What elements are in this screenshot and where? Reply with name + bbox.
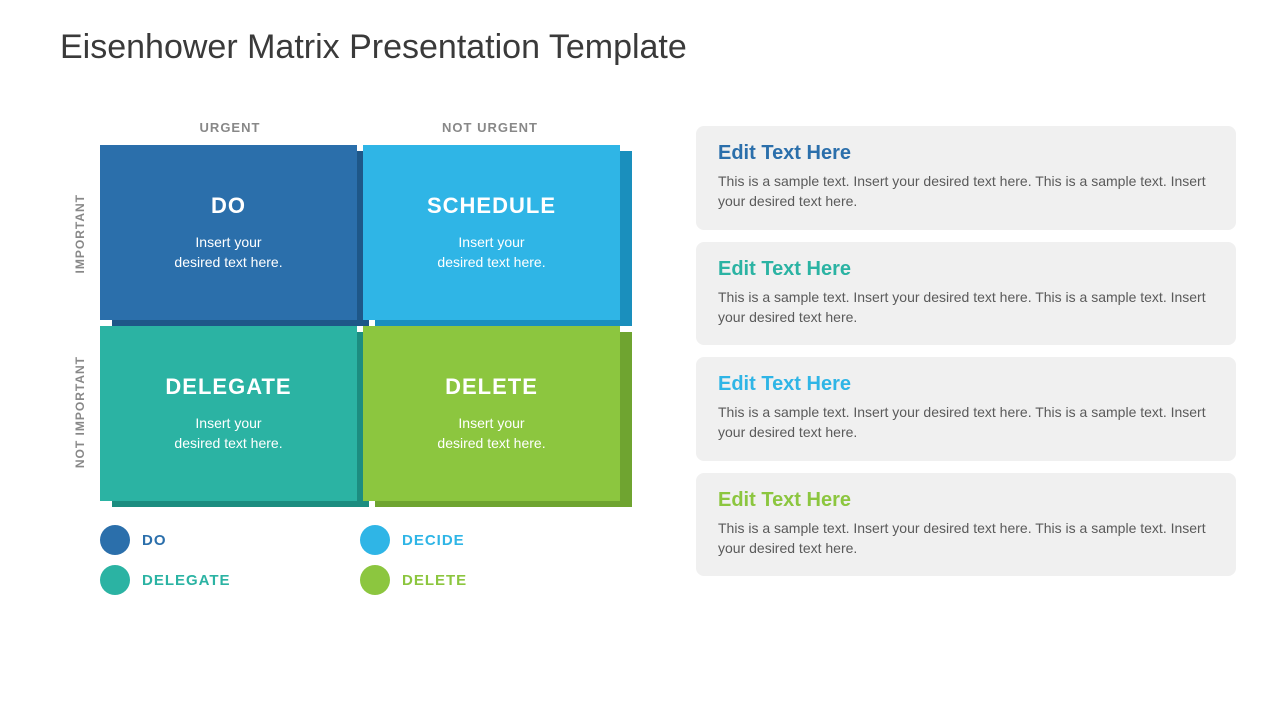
matrix-grid: DO Insert yourdesired text here. SCHEDUL… — [100, 145, 620, 501]
card-title: Edit Text Here — [718, 489, 1214, 512]
card-delete: Edit Text Here This is a sample text. In… — [696, 473, 1236, 577]
row-headers: IMPORTANT NOT IMPORTANT — [60, 145, 100, 501]
quad-title: DELETE — [445, 374, 538, 400]
legend-dot — [360, 565, 390, 595]
card-title: Edit Text Here — [718, 142, 1214, 165]
legend-dot — [100, 565, 130, 595]
quad-body: Insert yourdesired text here. — [437, 233, 545, 272]
legend-item-delegate: DELEGATE — [100, 565, 360, 595]
column-headers: URGENT NOT URGENT — [100, 120, 620, 145]
card-body: This is a sample text. Insert your desir… — [718, 171, 1214, 212]
quad-title: DO — [211, 193, 246, 219]
quad-body: Insert yourdesired text here. — [174, 414, 282, 453]
quadrant-schedule: SCHEDULE Insert yourdesired text here. — [363, 145, 620, 320]
row-header-not-important: NOT IMPORTANT — [73, 356, 87, 468]
card-delegate: Edit Text Here This is a sample text. In… — [696, 242, 1236, 346]
quad-body: Insert yourdesired text here. — [174, 233, 282, 272]
card-decide: Edit Text Here This is a sample text. In… — [696, 357, 1236, 461]
legend-label: DELETE — [402, 572, 467, 589]
legend-label: DECIDE — [402, 532, 465, 549]
legend-item-do: DO — [100, 525, 360, 555]
quadrant-delete: DELETE Insert yourdesired text here. — [363, 326, 620, 501]
quad-body: Insert yourdesired text here. — [437, 414, 545, 453]
col-header-urgent: URGENT — [100, 120, 360, 145]
legend-item-decide: DECIDE — [360, 525, 620, 555]
page-title: Eisenhower Matrix Presentation Template — [60, 28, 687, 67]
quad-title: DELEGATE — [165, 374, 291, 400]
quadrant-do: DO Insert yourdesired text here. — [100, 145, 357, 320]
quad-title: SCHEDULE — [427, 193, 556, 219]
legend: DO DECIDE DELEGATE DELETE — [100, 525, 620, 595]
legend-label: DO — [142, 532, 167, 549]
row-header-important: IMPORTANT — [73, 194, 87, 273]
quadrant-delegate: DELEGATE Insert yourdesired text here. — [100, 326, 357, 501]
legend-label: DELEGATE — [142, 572, 231, 589]
card-body: This is a sample text. Insert your desir… — [718, 402, 1214, 443]
card-body: This is a sample text. Insert your desir… — [718, 518, 1214, 559]
col-header-not-urgent: NOT URGENT — [360, 120, 620, 145]
text-cards: Edit Text Here This is a sample text. In… — [696, 126, 1236, 576]
eisenhower-matrix: URGENT NOT URGENT IMPORTANT NOT IMPORTAN… — [60, 120, 620, 595]
card-title: Edit Text Here — [718, 373, 1214, 396]
card-body: This is a sample text. Insert your desir… — [718, 287, 1214, 328]
card-do: Edit Text Here This is a sample text. In… — [696, 126, 1236, 230]
legend-dot — [100, 525, 130, 555]
card-title: Edit Text Here — [718, 258, 1214, 281]
legend-item-delete: DELETE — [360, 565, 620, 595]
